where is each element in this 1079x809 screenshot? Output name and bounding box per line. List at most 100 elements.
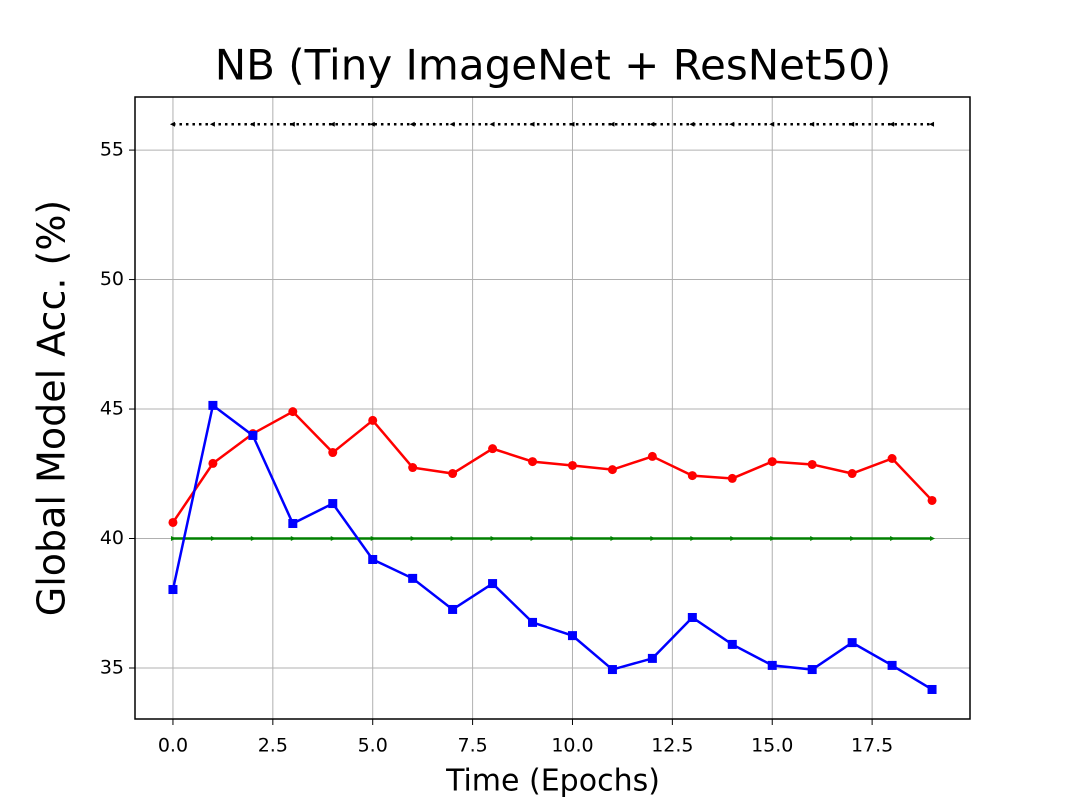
point	[570, 536, 576, 542]
point	[809, 121, 815, 127]
point	[649, 121, 655, 127]
point	[647, 451, 657, 461]
point	[408, 573, 418, 583]
x-axis-label: Time (Epochs)	[445, 764, 660, 799]
point	[569, 121, 575, 127]
x-tick-label: 5.0	[358, 735, 388, 757]
point	[449, 121, 455, 127]
point	[168, 585, 178, 595]
point	[210, 536, 216, 542]
point	[248, 430, 258, 440]
point	[727, 639, 737, 649]
point	[488, 579, 498, 589]
point	[368, 415, 378, 425]
point	[369, 121, 375, 127]
point	[490, 536, 496, 542]
point	[368, 554, 378, 564]
point	[807, 459, 817, 469]
point	[409, 121, 415, 127]
point	[690, 536, 696, 542]
point	[567, 460, 577, 470]
point	[289, 121, 295, 127]
point	[650, 536, 656, 542]
y-tick-label: 55	[100, 139, 124, 161]
point	[288, 518, 298, 528]
point	[328, 499, 338, 509]
point	[170, 536, 176, 542]
point	[890, 536, 896, 542]
point	[927, 684, 937, 694]
x-tick-label: 17.5	[851, 735, 893, 757]
point	[208, 400, 218, 410]
point	[847, 638, 857, 648]
point	[929, 121, 935, 127]
point	[488, 444, 498, 454]
point	[727, 473, 737, 483]
point	[850, 536, 856, 542]
x-tick-label: 12.5	[651, 735, 693, 757]
point	[810, 536, 816, 542]
point	[410, 536, 416, 542]
point	[647, 653, 657, 663]
point	[169, 121, 175, 127]
point	[887, 660, 897, 670]
point	[448, 604, 458, 614]
point	[887, 453, 897, 463]
point	[769, 121, 775, 127]
point	[370, 536, 376, 542]
point	[249, 121, 255, 127]
y-tick-label: 35	[100, 656, 124, 678]
point	[489, 121, 495, 127]
point	[770, 536, 776, 542]
point	[250, 536, 256, 542]
point	[729, 121, 735, 127]
y-tick-label: 40	[100, 527, 124, 549]
point	[927, 495, 937, 505]
point	[328, 448, 338, 458]
point	[530, 536, 536, 542]
point	[767, 457, 777, 467]
point	[767, 660, 777, 670]
point	[528, 617, 538, 627]
point	[288, 407, 298, 417]
point	[408, 463, 418, 473]
y-tick-label: 45	[100, 398, 124, 420]
point	[607, 665, 617, 675]
point	[807, 665, 817, 675]
point	[528, 457, 538, 467]
plot-frame	[134, 96, 971, 720]
point	[209, 121, 215, 127]
series-line	[171, 410, 933, 524]
point	[889, 121, 895, 127]
point	[849, 121, 855, 127]
point	[610, 536, 616, 542]
point	[607, 465, 617, 475]
chart-title: NB (Tiny ImageNet + ResNet50)	[215, 41, 892, 90]
x-tick-label: 15.0	[751, 735, 793, 757]
series-line	[171, 403, 933, 691]
point	[529, 121, 535, 127]
point	[450, 536, 456, 542]
point	[847, 469, 857, 479]
point	[448, 469, 458, 479]
x-tick-label: 7.5	[457, 735, 487, 757]
point	[609, 121, 615, 127]
y-tick-label: 50	[100, 268, 124, 290]
point	[290, 536, 296, 542]
point	[687, 612, 697, 622]
x-tick-label: 0.0	[158, 735, 188, 757]
point	[330, 536, 336, 542]
x-tick-label: 2.5	[258, 735, 288, 757]
y-axis-label: Global Model Acc. (%)	[30, 200, 74, 617]
point	[730, 536, 736, 542]
point	[168, 517, 178, 527]
point	[689, 121, 695, 127]
point	[329, 121, 335, 127]
point	[208, 458, 218, 468]
point	[930, 536, 936, 542]
point	[687, 471, 697, 481]
x-tick-label: 10.0	[551, 735, 593, 757]
point	[567, 631, 577, 641]
